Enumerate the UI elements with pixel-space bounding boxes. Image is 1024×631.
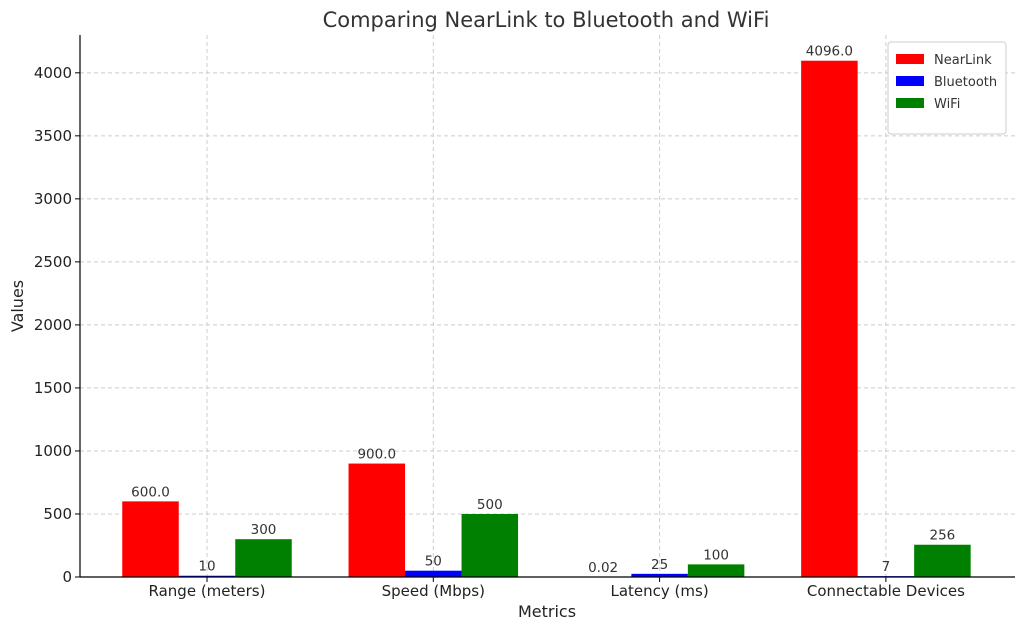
- legend-label-bluetooth: Bluetooth: [934, 75, 997, 90]
- x-axis-label: Metrics: [518, 602, 576, 621]
- bar-value-label: 600.0: [131, 484, 170, 500]
- bar-bluetooth: [178, 575, 236, 577]
- bar-bluetooth: [631, 573, 688, 577]
- bar-wifi: [687, 564, 745, 577]
- bar-value-label: 900.0: [357, 447, 396, 463]
- bar-value-label: 4096.0: [806, 44, 853, 60]
- y-tick-label: 3000: [34, 190, 72, 208]
- bar-value-label: 100: [703, 547, 729, 563]
- grid-lines: [80, 35, 1015, 578]
- bar-wifi: [914, 544, 971, 577]
- bar-value-label: 300: [251, 522, 277, 538]
- y-axis-label: Values: [8, 280, 27, 332]
- bar-value-label: 50: [425, 554, 442, 570]
- bar-value-label: 0.02: [588, 560, 618, 576]
- y-tick-label: 2000: [34, 316, 72, 334]
- bar-nearlink: [348, 463, 406, 577]
- bar-nearlink: [801, 60, 858, 577]
- axes: [75, 35, 1015, 582]
- x-tick-label: Connectable Devices: [807, 582, 965, 600]
- bar-bluetooth: [405, 570, 462, 577]
- y-tick-label: 1500: [34, 379, 72, 397]
- legend-label-nearlink: NearLink: [934, 53, 992, 68]
- y-tick-label: 1000: [34, 442, 72, 460]
- bars: [122, 60, 971, 577]
- bar-wifi: [461, 513, 519, 577]
- y-tick-label: 3500: [34, 127, 72, 145]
- x-tick-label: Latency (ms): [610, 582, 708, 600]
- bar-value-label: 25: [651, 557, 668, 573]
- legend-swatch-wifi: [896, 98, 924, 108]
- legend-swatch-bluetooth: [896, 76, 924, 86]
- bar-value-label: 10: [198, 559, 215, 575]
- bar-nearlink: [122, 501, 179, 577]
- bar-value-labels: 600.0 900.0 0.02 4096.0 10 50 25 7 300 500 100 256: [131, 44, 955, 576]
- bar-wifi: [235, 539, 292, 577]
- y-tick-label: 2500: [34, 253, 72, 271]
- bar-value-label: 7: [882, 559, 891, 575]
- legend-label-wifi: WiFi: [934, 97, 960, 112]
- bar-value-label: 256: [930, 528, 956, 544]
- y-tick-label: 4000: [34, 64, 72, 82]
- y-tick-label: 0: [62, 568, 72, 586]
- chart-title: Comparing NearLink to Bluetooth and WiFi: [323, 8, 770, 32]
- legend-swatch-nearlink: [896, 54, 924, 64]
- legend-frame: [887, 41, 1007, 135]
- y-tick-label: 500: [43, 505, 72, 523]
- x-tick-label: Range (meters): [149, 582, 266, 600]
- tick-labels: 0 500 1000 1500 2000 2500 3000 3500 4000 Range (m…: [34, 64, 965, 600]
- legend: NearLink Bluetooth WiFi: [887, 41, 1007, 135]
- x-tick-label: Speed (Mbps): [382, 582, 485, 600]
- bar-value-label: 500: [477, 497, 503, 513]
